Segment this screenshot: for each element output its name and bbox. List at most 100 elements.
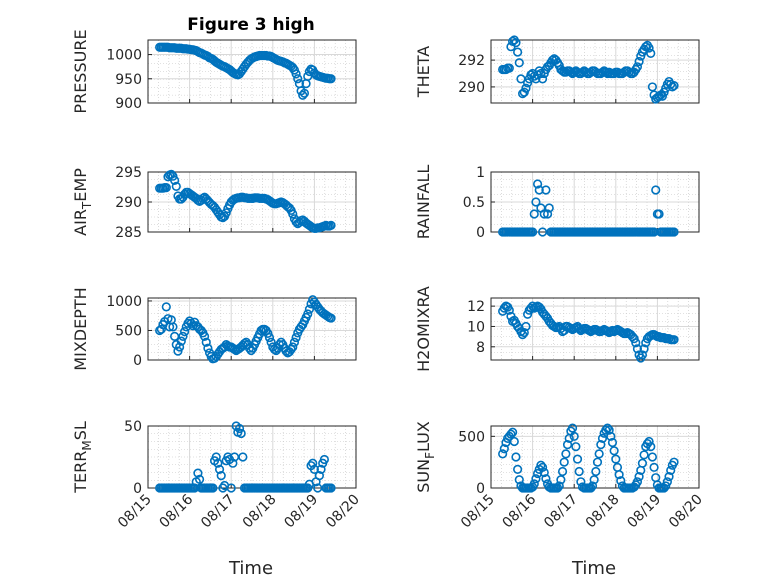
data-point bbox=[607, 437, 618, 448]
data-point bbox=[513, 464, 523, 475]
data-point bbox=[567, 423, 578, 433]
x-tick-label: 08/20 bbox=[666, 492, 706, 532]
data-point bbox=[263, 328, 273, 339]
y-tick-label: 0 bbox=[133, 353, 142, 369]
data-point bbox=[216, 471, 226, 481]
data-point bbox=[602, 68, 613, 79]
data-point bbox=[539, 209, 549, 219]
data-point bbox=[264, 332, 275, 343]
data-point bbox=[667, 82, 677, 92]
data-point bbox=[606, 431, 616, 441]
data-point bbox=[669, 335, 679, 345]
x-tick-label: 08/18 bbox=[240, 492, 280, 532]
axes-frame bbox=[147, 39, 357, 104]
y-tick-label: 290 bbox=[458, 80, 485, 96]
data-point bbox=[597, 67, 608, 77]
data-point bbox=[299, 88, 310, 98]
data-point bbox=[669, 457, 679, 467]
data-point bbox=[288, 342, 298, 352]
axes-frame bbox=[147, 171, 357, 233]
data-point bbox=[168, 322, 178, 332]
data-point bbox=[304, 304, 315, 314]
data-point bbox=[554, 481, 564, 491]
x-tick-label: 08/17 bbox=[198, 492, 238, 532]
subplot-3: 285 290 295 AIRTEMP bbox=[71, 165, 357, 241]
data-point bbox=[170, 175, 180, 185]
y-tick-label: 0 bbox=[476, 225, 485, 241]
data-point bbox=[521, 83, 531, 93]
data-point bbox=[518, 329, 528, 340]
data-point bbox=[326, 313, 336, 323]
data-point bbox=[291, 69, 301, 79]
y-tick-label: 10 bbox=[467, 319, 485, 335]
y-tick-label: 295 bbox=[115, 165, 142, 181]
data-point bbox=[498, 449, 508, 459]
data-point bbox=[531, 197, 541, 207]
data-point bbox=[213, 458, 223, 468]
data-point bbox=[669, 227, 679, 237]
data-point bbox=[557, 466, 568, 477]
data-point bbox=[511, 452, 521, 462]
data-point bbox=[562, 440, 573, 450]
data-point bbox=[532, 179, 543, 189]
data-point bbox=[634, 56, 644, 67]
data-point bbox=[156, 324, 166, 334]
data-point bbox=[609, 446, 619, 456]
data-point bbox=[234, 423, 245, 434]
data-point bbox=[208, 483, 218, 493]
data-point bbox=[319, 454, 329, 465]
data-point bbox=[596, 440, 606, 450]
x-tick-label: 08/19 bbox=[624, 492, 664, 532]
data-point bbox=[631, 338, 641, 348]
data-point bbox=[326, 220, 336, 230]
data-point bbox=[201, 337, 211, 347]
y-tick-label: 285 bbox=[115, 225, 142, 241]
data-point bbox=[214, 464, 225, 475]
x-tick-label: 08/15 bbox=[115, 492, 155, 532]
data-point bbox=[644, 436, 654, 447]
axes-frame bbox=[147, 297, 357, 361]
data-point bbox=[536, 460, 546, 470]
data-point bbox=[529, 209, 539, 219]
y-axis-label: PRESSURE bbox=[71, 29, 90, 113]
data-point bbox=[506, 429, 516, 439]
y-tick-label: 1000 bbox=[106, 294, 142, 310]
data-point bbox=[531, 474, 541, 484]
data-point bbox=[587, 481, 598, 491]
y-tick-label: 1 bbox=[476, 165, 485, 181]
y-axis-label: TERRMSL bbox=[71, 421, 94, 494]
data-point bbox=[644, 43, 654, 53]
data-point bbox=[571, 442, 581, 452]
data-point bbox=[298, 90, 308, 100]
data-point bbox=[632, 344, 643, 354]
data-point bbox=[566, 67, 576, 77]
data-point bbox=[168, 171, 178, 181]
data-point bbox=[534, 185, 544, 195]
y-axis-label: MIXDEPTH bbox=[71, 287, 90, 370]
data-point bbox=[509, 436, 519, 447]
y-tick-label: 950 bbox=[115, 72, 142, 88]
data-point bbox=[281, 346, 291, 356]
figure-title: Figure 3 high bbox=[187, 15, 315, 35]
data-point bbox=[586, 483, 596, 493]
axes-frame bbox=[490, 297, 700, 361]
y-tick-label: 0.5 bbox=[463, 195, 485, 211]
data-point bbox=[639, 344, 649, 354]
subplot-7: 0 50 TERRMSL 08/15 08/16 08/17 08/18 08/19 08/20 bbox=[71, 419, 363, 531]
x-tick-label: 08/19 bbox=[281, 492, 321, 532]
data-point bbox=[308, 458, 318, 468]
data-point bbox=[236, 428, 246, 439]
data-point bbox=[592, 457, 603, 467]
data-point bbox=[514, 475, 524, 485]
y-tick-label: 0 bbox=[476, 481, 485, 497]
y-tick-label: 12 bbox=[467, 299, 485, 315]
x-tick-label: 08/17 bbox=[541, 492, 581, 532]
data-point bbox=[651, 185, 661, 195]
data-point bbox=[513, 47, 523, 57]
data-point bbox=[632, 477, 643, 487]
y-tick-label: 1000 bbox=[106, 48, 142, 64]
y-axis-label: AIRTEMP bbox=[71, 168, 94, 236]
x-tick-label: 08/16 bbox=[157, 491, 197, 531]
data-point bbox=[604, 425, 614, 435]
